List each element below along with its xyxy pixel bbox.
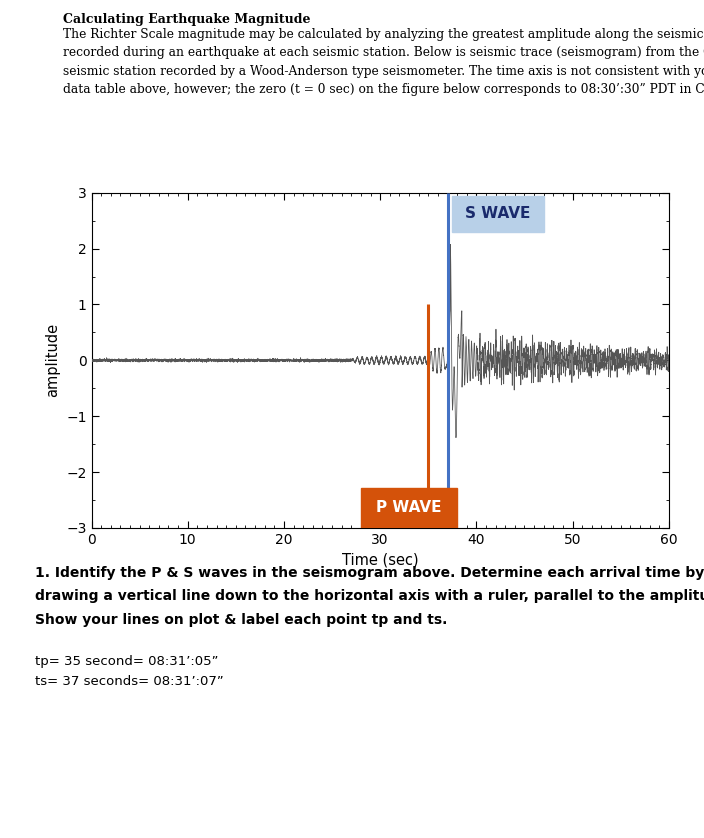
Text: tp= 35 second= 08:31’:05”: tp= 35 second= 08:31’:05” (35, 655, 219, 669)
FancyBboxPatch shape (361, 488, 457, 528)
Text: ts= 37 seconds= 08:31’:07”: ts= 37 seconds= 08:31’:07” (35, 675, 224, 688)
Text: 1. Identify the P & S waves in the seismogram above. Determine each arrival time: 1. Identify the P & S waves in the seism… (35, 566, 704, 580)
Text: Show your lines on plot & label each point tp and ts.: Show your lines on plot & label each poi… (35, 613, 448, 627)
Text: recorded during an earthquake at each seismic station. Below is seismic trace (s: recorded during an earthquake at each se… (63, 46, 704, 59)
Text: seismic station recorded by a Wood-Anderson type seismometer. The time axis is n: seismic station recorded by a Wood-Ander… (63, 65, 704, 78)
Text: Calculating Earthquake Magnitude: Calculating Earthquake Magnitude (63, 13, 311, 26)
Text: P WAVE: P WAVE (376, 500, 442, 515)
Text: data table above, however; the zero (t = 0 sec) on the figure below corresponds : data table above, however; the zero (t =… (63, 83, 704, 96)
Text: S WAVE: S WAVE (465, 206, 531, 221)
Text: The Richter Scale magnitude may be calculated by analyzing the greatest amplitud: The Richter Scale magnitude may be calcu… (63, 28, 704, 41)
FancyBboxPatch shape (452, 195, 543, 232)
X-axis label: Time (sec): Time (sec) (342, 552, 418, 567)
Text: drawing a vertical line down to the horizontal axis with a ruler, parallel to th: drawing a vertical line down to the hori… (35, 589, 704, 603)
Y-axis label: amplitude: amplitude (46, 323, 61, 397)
